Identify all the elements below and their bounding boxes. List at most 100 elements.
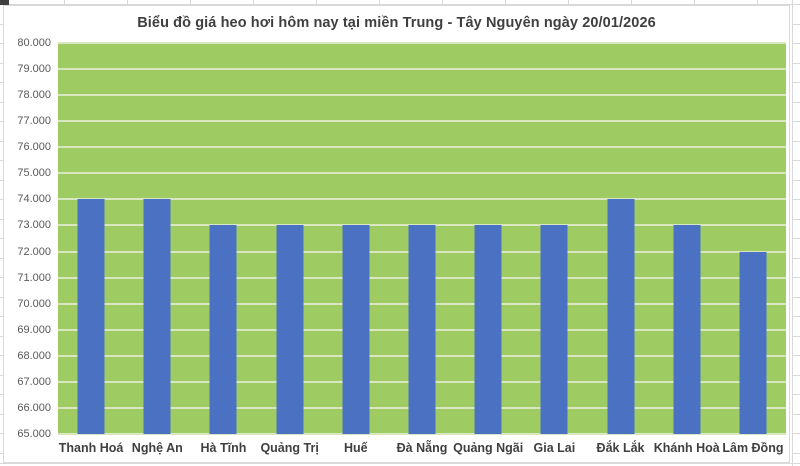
worksheet-gridline (0, 179, 3, 181)
x-axis-label: Nghệ An (131, 441, 183, 455)
worksheet-gridline (253, 0, 254, 4)
y-tick-label: 76.000 (17, 141, 51, 154)
bar (408, 225, 436, 434)
x-axis-label: Lâm Đồng (722, 441, 784, 455)
worksheet-gridline (0, 43, 3, 44)
worksheet-gridline (0, 62, 3, 64)
worksheet-gridline (0, 257, 3, 259)
gridline (58, 68, 786, 71)
plot-area (58, 42, 786, 435)
y-tick-label: 74.000 (17, 193, 51, 206)
bar (739, 251, 767, 434)
gridline (58, 146, 786, 149)
bar (77, 199, 105, 434)
worksheet-gridline (793, 23, 800, 25)
worksheet-gridline (442, 0, 443, 4)
pig-price-bar-chart[interactable]: Biểu đồ giá heo hơi hôm nay tại miền Tru… (3, 5, 790, 463)
worksheet-gridline (0, 4, 800, 5)
worksheet-gridline (793, 355, 800, 356)
worksheet-gridline (793, 121, 800, 122)
worksheet-gridline (793, 101, 800, 103)
worksheet-gridline (0, 238, 3, 239)
worksheet-gridline (793, 179, 800, 181)
worksheet-gridline (0, 355, 3, 356)
worksheet-gridline (0, 82, 3, 83)
y-tick-label: 75.000 (17, 167, 51, 180)
worksheet-gridline (793, 199, 800, 200)
chart-title: Biểu đồ giá heo hơi hôm nay tại miền Tru… (137, 15, 656, 31)
x-axis-label: Hà Tĩnh (200, 441, 247, 455)
y-tick-label: 65.000 (17, 428, 51, 440)
worksheet-gridline (0, 296, 3, 298)
gridline (58, 433, 786, 435)
worksheet-gridline (0, 218, 3, 220)
worksheet-gridline (793, 257, 800, 259)
bar (474, 225, 502, 434)
worksheet-gridline (0, 433, 3, 434)
x-axis-label: Quảng Ngãi (453, 441, 524, 455)
y-tick-label: 69.000 (17, 323, 51, 336)
worksheet-gridline (0, 463, 800, 464)
y-tick-label: 67.000 (17, 375, 51, 388)
worksheet-gridline (64, 0, 65, 4)
worksheet-gridline (0, 277, 3, 278)
worksheet-gridline (793, 335, 800, 337)
y-tick-label: 80.000 (17, 37, 51, 49)
bar (607, 199, 635, 434)
bar (540, 225, 568, 434)
worksheet-gridline (793, 4, 800, 5)
y-tick-label: 70.000 (17, 297, 51, 310)
worksheet-gridline (0, 413, 3, 415)
worksheet-gridline (793, 394, 800, 395)
worksheet-gridline (0, 101, 3, 103)
worksheet-gridline (631, 0, 632, 4)
bar (143, 199, 171, 434)
worksheet-gridline (793, 413, 800, 415)
bar (209, 225, 237, 434)
worksheet-gridline (793, 140, 800, 142)
gridline (58, 172, 786, 175)
y-tick-label: 72.000 (17, 245, 51, 258)
worksheet-gridline (793, 82, 800, 83)
y-tick-label: 77.000 (17, 115, 51, 128)
worksheet-gridline (316, 0, 317, 4)
bar (342, 225, 370, 434)
worksheet-gridline (0, 335, 3, 337)
y-tick-label: 68.000 (17, 349, 51, 362)
y-tick-label: 79.000 (17, 63, 51, 76)
worksheet-gridline (0, 160, 3, 161)
x-axis-label: Đắk Lắk (596, 441, 645, 455)
x-axis-label: Gia Lai (533, 441, 576, 455)
x-axis-label: Đà Nẵng (396, 441, 448, 455)
gridline (58, 120, 786, 123)
worksheet-gridline (793, 238, 800, 239)
x-axis-label: Thanh Hoá (58, 441, 124, 455)
worksheet-corner-marker (0, 0, 9, 5)
worksheet-gridline (793, 218, 800, 220)
worksheet-gridline (0, 140, 3, 142)
worksheet-gridline (793, 43, 800, 44)
y-tick-label: 78.000 (17, 89, 51, 102)
worksheet-gridline (694, 0, 695, 4)
worksheet-gridline (0, 23, 3, 25)
worksheet-gridline (793, 62, 800, 64)
x-axis-label: Khánh Hoà (653, 441, 720, 455)
worksheet-gridline (792, 0, 793, 466)
gridline (58, 94, 786, 97)
gridline (58, 224, 786, 227)
worksheet-gridline (0, 199, 3, 200)
worksheet-gridline (0, 316, 3, 317)
x-axis-label: Huế (344, 441, 368, 455)
worksheet-gridline (793, 433, 800, 434)
x-axis-label: Quảng Trị (260, 441, 319, 455)
worksheet-gridline (379, 0, 380, 4)
worksheet-gridline (568, 0, 569, 4)
bar (673, 225, 701, 434)
gridline (58, 198, 786, 201)
worksheet-gridline (793, 296, 800, 298)
worksheet-gridline (793, 374, 800, 376)
worksheet-gridline (505, 0, 506, 4)
worksheet-gridline (190, 0, 191, 4)
gridline (58, 42, 786, 44)
